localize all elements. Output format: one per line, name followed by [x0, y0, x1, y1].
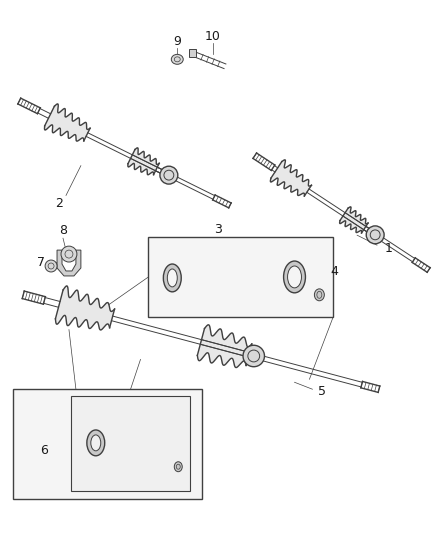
- Ellipse shape: [87, 430, 105, 456]
- Circle shape: [61, 246, 77, 262]
- Circle shape: [45, 260, 57, 272]
- Bar: [148, 237, 333, 317]
- Text: 2: 2: [55, 197, 63, 210]
- Polygon shape: [198, 257, 252, 296]
- Polygon shape: [120, 424, 170, 461]
- Text: 10: 10: [205, 30, 221, 43]
- Polygon shape: [56, 286, 115, 330]
- Polygon shape: [57, 250, 81, 276]
- Text: 9: 9: [173, 35, 181, 48]
- Ellipse shape: [171, 54, 183, 64]
- Circle shape: [243, 345, 265, 367]
- Circle shape: [160, 166, 178, 184]
- Ellipse shape: [283, 261, 305, 293]
- Text: 3: 3: [214, 223, 222, 236]
- Text: 4: 4: [330, 265, 338, 278]
- Bar: [13, 389, 202, 498]
- Circle shape: [366, 226, 384, 244]
- Ellipse shape: [288, 266, 301, 288]
- Text: 8: 8: [59, 224, 67, 237]
- Text: 5: 5: [318, 385, 326, 398]
- Bar: [189, 50, 196, 58]
- Text: 1: 1: [385, 241, 393, 255]
- Polygon shape: [270, 160, 311, 196]
- Ellipse shape: [314, 289, 324, 301]
- Polygon shape: [339, 207, 368, 233]
- Ellipse shape: [167, 269, 177, 287]
- Text: 6: 6: [40, 445, 48, 457]
- Ellipse shape: [163, 264, 181, 292]
- Text: 7: 7: [37, 255, 45, 269]
- Ellipse shape: [91, 435, 101, 451]
- Polygon shape: [128, 148, 159, 175]
- Bar: [71, 396, 190, 490]
- Polygon shape: [198, 325, 252, 368]
- Polygon shape: [45, 104, 90, 141]
- Ellipse shape: [174, 462, 182, 472]
